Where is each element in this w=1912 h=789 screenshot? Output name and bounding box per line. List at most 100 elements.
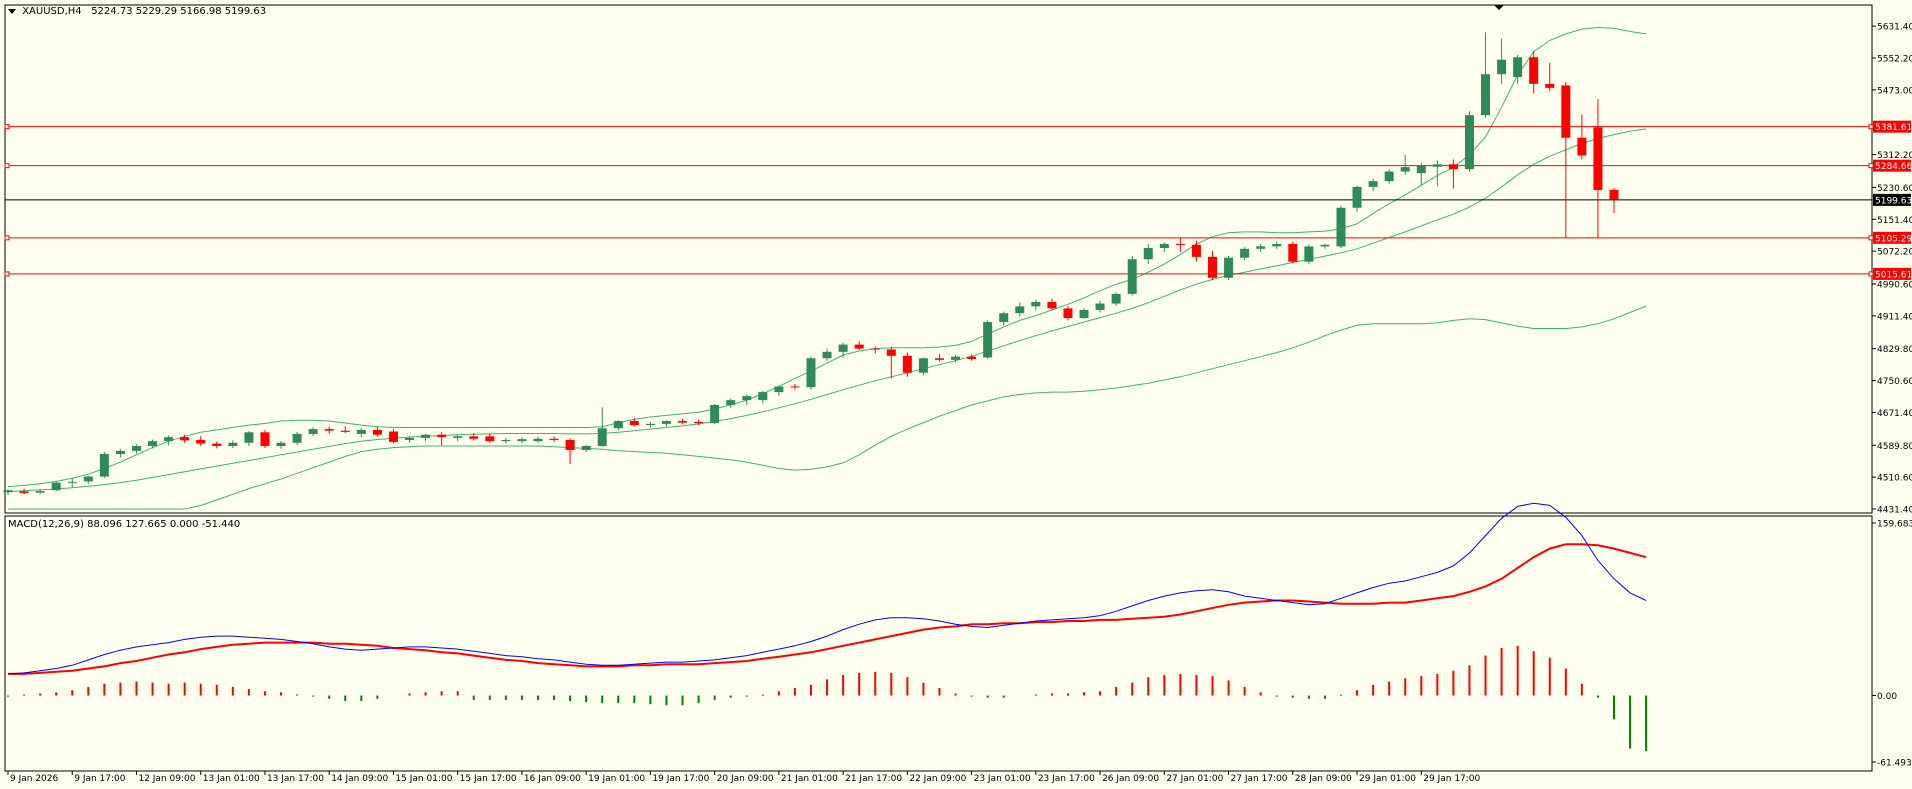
candle-body (1047, 301, 1057, 309)
time-tick-label: 29 Jan 17:00 (1423, 774, 1480, 784)
candle-body (1432, 164, 1442, 167)
level-handle (4, 235, 10, 241)
candle-body (613, 421, 623, 429)
candle-body (1561, 85, 1571, 138)
candle-body (485, 436, 495, 442)
macd-tick-label: -61.493 (1877, 759, 1912, 769)
bollinger-upper-line (7, 26, 1647, 488)
chart-shift-marker (1494, 5, 1504, 10)
candle-body (1159, 243, 1169, 249)
candle-body (967, 356, 977, 360)
candle-body (1079, 309, 1089, 319)
macd-main-line (7, 502, 1647, 675)
level-handle (1868, 271, 1874, 277)
candle-body (131, 445, 141, 451)
candle-body (1336, 207, 1346, 247)
price-tick-label: 4829.80 (1877, 345, 1912, 355)
price-tick-label: 4671.40 (1877, 409, 1912, 419)
candle-body (870, 348, 880, 350)
candle-body (469, 436, 479, 439)
candle-body (340, 430, 350, 432)
candle-body (581, 445, 591, 451)
candle-body (51, 482, 61, 491)
candle-body (645, 423, 655, 426)
time-tick-label: 26 Jan 09:00 (1102, 774, 1159, 784)
candle-body (356, 429, 366, 434)
time-tick-label: 29 Jan 01:00 (1359, 774, 1416, 784)
macd-tick-label: 0.00 (1877, 692, 1897, 702)
candle-body (758, 392, 768, 401)
time-tick-label: 16 Jan 09:00 (524, 774, 581, 784)
macd-label: MACD(12,26,9) 88.096 127.665 0.000 -51.4… (8, 519, 241, 530)
candle-body (983, 322, 993, 358)
candle-body (228, 442, 238, 446)
candle-body (244, 432, 254, 443)
time-tick-label: 15 Jan 01:00 (395, 774, 452, 784)
candle-body (1464, 115, 1474, 170)
candle-body (1143, 248, 1153, 260)
time-tick-label: 23 Jan 17:00 (1038, 774, 1095, 784)
time-tick-label: 15 Jan 17:00 (460, 774, 517, 784)
candle-body (1593, 127, 1603, 191)
candle-body (886, 349, 896, 356)
price-tick-label: 4431.40 (1877, 506, 1912, 516)
dropdown-triangle-icon[interactable] (8, 8, 16, 14)
candle-body (1127, 259, 1137, 294)
level-price-tag (1873, 231, 1911, 244)
level-price-tag (1873, 120, 1911, 133)
main-pane-border (4, 4, 1873, 514)
price-tick-label: 4510.60 (1877, 474, 1912, 484)
candle-body (308, 429, 318, 434)
candle-body (1368, 181, 1378, 187)
candle-body (292, 433, 302, 443)
candle-body (1191, 244, 1201, 257)
candle-body (148, 441, 158, 446)
macd-header: MACD(12,26,9) 88.096 127.665 0.000 -51.4… (8, 519, 240, 530)
candle-body (806, 358, 816, 388)
time-tick-label: 9 Jan 17:00 (74, 774, 126, 784)
candle-body (1545, 83, 1555, 88)
candle-body (726, 400, 736, 405)
current-price-label: 5199.63 (1875, 196, 1912, 206)
candle-body (710, 404, 720, 424)
level-handle (4, 271, 10, 277)
level-handle (4, 124, 10, 130)
candle-body (951, 356, 961, 360)
candle-body (678, 421, 688, 423)
candle-body (388, 431, 398, 442)
level-price-label: 5284.66 (1875, 162, 1912, 172)
candle-body (1224, 257, 1234, 278)
candle-body (1352, 186, 1362, 208)
candle-body (260, 432, 270, 446)
candle-body (501, 439, 511, 442)
price-tick-label: 5552.20 (1877, 54, 1912, 64)
candle-body (1497, 59, 1507, 75)
candle-body (1015, 306, 1025, 314)
candle-body (1529, 57, 1539, 84)
candle-body (1609, 189, 1619, 200)
candle-body (597, 428, 607, 446)
price-tick-label: 5072.20 (1877, 248, 1912, 258)
symbol-header: XAUUSD,H4 5224.73 5229.29 5166.98 5199.6… (8, 6, 266, 17)
time-tick-label: 27 Jan 17:00 (1231, 774, 1288, 784)
candle-body (1256, 246, 1266, 249)
bollinger-middle-line (7, 128, 1647, 492)
price-tick-label: 4911.40 (1877, 312, 1912, 322)
candle-body (276, 442, 286, 446)
candle-body (1481, 74, 1491, 116)
time-tick-label: 9 Jan 2026 (10, 774, 58, 784)
price-tick-label: 5473.00 (1877, 86, 1912, 96)
candle-body (902, 355, 912, 373)
candle-body (180, 437, 190, 441)
symbol-label: XAUUSD,H4 (22, 6, 82, 17)
candle-body (3, 490, 13, 493)
time-tick-label: 14 Jan 09:00 (331, 774, 388, 784)
candle-body (1577, 137, 1587, 156)
candle-body (774, 386, 784, 393)
time-tick-label: 12 Jan 09:00 (138, 774, 195, 784)
candle-body (1272, 243, 1282, 247)
time-tick-label: 22 Jan 09:00 (909, 774, 966, 784)
candle-body (1416, 165, 1426, 174)
